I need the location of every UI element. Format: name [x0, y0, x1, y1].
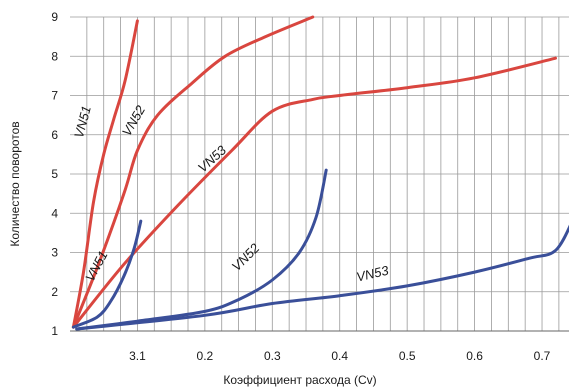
curve-label-vn51-0: VN51 — [71, 104, 94, 139]
y-tick-label: 4 — [51, 206, 58, 220]
series-vn52-blue-line — [75, 168, 328, 331]
x-tick-label: 0.7 — [534, 349, 551, 363]
x-tick-label: 0.4 — [331, 349, 348, 363]
grid — [70, 16, 569, 332]
series-vn51-blue-line — [71, 219, 143, 329]
series-vn53-blue-line — [75, 224, 569, 331]
x-tick-label: 0.6 — [466, 349, 483, 363]
y-tick-label: 6 — [51, 128, 58, 142]
y-tick-label: 9 — [51, 10, 58, 24]
x-tick-label: 0.3 — [264, 349, 281, 363]
x-tick-label: 0.5 — [399, 349, 416, 363]
curves — [71, 15, 569, 331]
y-tick-label: 7 — [51, 89, 58, 103]
x-tick-labels: 3.1 0.2 0.3 0.4 0.5 0.6 0.7 — [129, 349, 551, 363]
curve-label-vn53-5: VN53 — [355, 262, 391, 284]
x-tick-label: 0.2 — [197, 349, 214, 363]
y-tick-labels: 1 2 3 4 5 6 7 8 9 — [51, 10, 58, 338]
y-axis-label: Количество поворотов — [8, 121, 22, 246]
curve-label-vn52-1: VN52 — [119, 102, 149, 138]
x-axis-label: Коэффициент расхода (Cv) — [223, 373, 376, 387]
series-vn51-red-line — [71, 19, 139, 329]
y-tick-label: 5 — [51, 167, 58, 181]
y-tick-label: 8 — [51, 49, 58, 63]
curve-label-vn52-4: VN52 — [229, 240, 263, 274]
y-tick-label: 1 — [51, 324, 58, 338]
x-tick-label: 3.1 — [129, 349, 146, 363]
series-vn52-red-line — [71, 15, 315, 329]
y-tick-label: 3 — [51, 246, 58, 260]
y-tick-label: 2 — [51, 285, 58, 299]
series-vn53-red-line — [71, 56, 557, 329]
